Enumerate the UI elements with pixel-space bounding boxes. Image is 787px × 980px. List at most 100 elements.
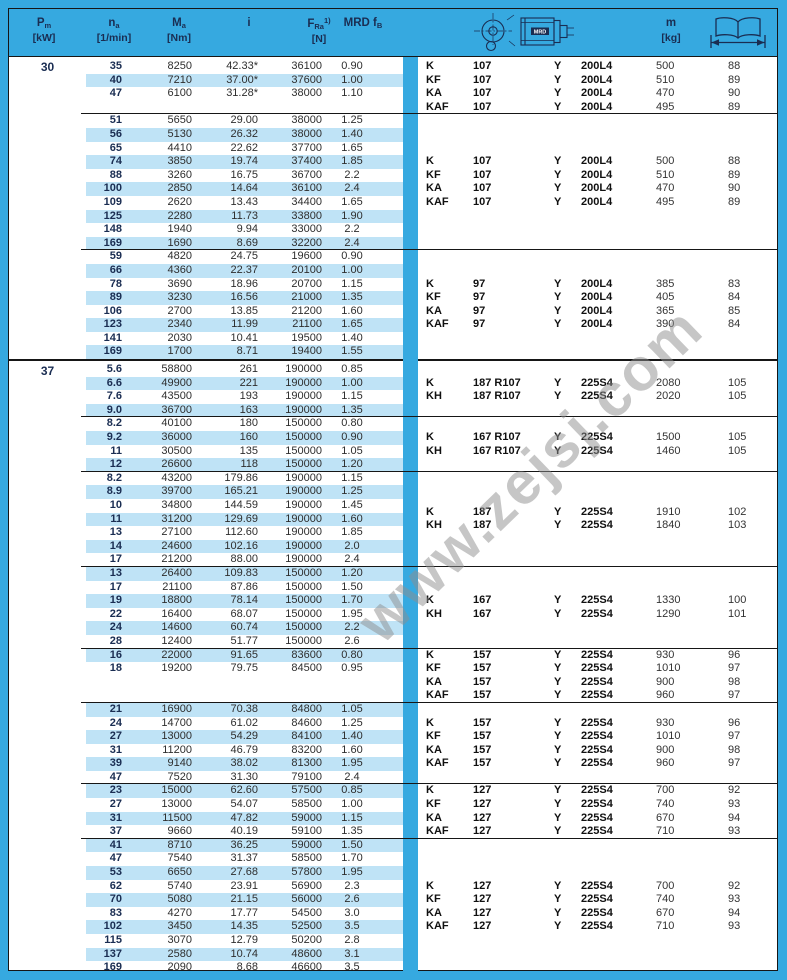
- table-row: 100 2850 14.64 36100 2.4: [86, 182, 403, 196]
- mass-value: 2020: [656, 390, 681, 403]
- gear-size: 127: [473, 811, 492, 824]
- gear-size: 187: [473, 505, 492, 518]
- gear-type: K: [426, 784, 434, 797]
- fra-value: 150000: [285, 458, 322, 471]
- gear-size: 97: [473, 304, 486, 317]
- motor-size: 225S4: [581, 519, 613, 532]
- rows-block: 23 15000 62.60 57500 0.85 27 13000 54.07 58500 1.…: [86, 784, 403, 838]
- fra-value: 150000: [285, 634, 322, 647]
- motor-series: Y: [554, 182, 562, 195]
- fra-value: 21100: [292, 318, 322, 331]
- table-row: 141 2030 10.41 19500 1.40: [86, 332, 403, 346]
- motor-size: 225S4: [581, 716, 613, 729]
- mass-value: 390: [656, 318, 675, 331]
- ratio-value: 23.91: [230, 879, 258, 892]
- mrd-icon-label: MRD: [534, 29, 547, 35]
- ratio-value: 22.62: [230, 141, 258, 154]
- motor-series: Y: [554, 195, 562, 208]
- annotation-line: KF 157 Y 225S4 1010 97: [426, 662, 777, 676]
- gear-type: K: [426, 716, 434, 729]
- table-row: 13 27100 112.60 190000 1.85: [86, 526, 403, 540]
- table-row: 125 2280 11.73 33800 1.90: [86, 209, 403, 224]
- gear-type: K: [426, 277, 434, 290]
- ma-value: 49900: [161, 376, 192, 389]
- na-value: 51: [109, 114, 122, 127]
- motor-size: 225S4: [581, 879, 613, 892]
- ma-value: 4270: [167, 906, 192, 919]
- ratio-value: 36.25: [230, 838, 258, 851]
- mrd-fb-value: 2.4: [344, 553, 360, 566]
- table-row: 17 21200 88.00 190000 2.4: [86, 553, 403, 567]
- table-row: 62 5740 23.91 56900 2.3: [86, 880, 403, 894]
- page-number: 105: [728, 431, 747, 444]
- gear-size: 107: [473, 100, 492, 113]
- mrd-fb-value: 0.80: [341, 417, 363, 430]
- ma-value: 16400: [161, 607, 192, 620]
- ratio-value: 47.82: [230, 811, 258, 824]
- gear-type: KF: [426, 893, 441, 906]
- annotation-line: KF 107 Y 200L4 510 89: [426, 74, 777, 88]
- motor-size: 225S4: [581, 784, 613, 797]
- gear-size: 157: [473, 757, 492, 770]
- fra-value: 190000: [285, 403, 322, 416]
- gear-type: KF: [426, 168, 441, 181]
- mass-value: 500: [656, 60, 675, 72]
- na-value: 17: [109, 580, 122, 593]
- ratio-value: 19.74: [230, 155, 258, 168]
- ma-value: 7520: [167, 770, 192, 783]
- mrd-fb-value: 1.15: [341, 277, 363, 290]
- table-row: 66 4360 22.37 20100 1.00: [86, 263, 403, 278]
- na-value: 24: [109, 621, 122, 634]
- motor-series: Y: [554, 675, 562, 688]
- row-group: 35 8250 42.33* 36100 0.90 40 7210 37.00* 37600 1.…: [9, 60, 777, 115]
- table-row: 21 16900 70.38 84800 1.05: [86, 702, 403, 717]
- motor-size: 225S4: [581, 431, 613, 444]
- row-group: 21 16900 70.38 84800 1.05 24 14700 61.02 84600 1.…: [9, 702, 777, 785]
- na-value: 62: [109, 879, 122, 892]
- na-value: 89: [109, 291, 122, 304]
- table-row: 17 21100 87.86 150000 1.50: [86, 581, 403, 595]
- annotation-line: K 167 Y 225S4 1330 100: [426, 594, 777, 608]
- na-value: 65: [109, 141, 122, 154]
- fra-value: 52500: [291, 920, 322, 933]
- page-number: 105: [728, 390, 747, 403]
- table-row: 169 1690 8.69 32200 2.4: [86, 236, 403, 251]
- gearmotor-annotation: K 107 Y 200L4 500 88 KF 107 Y 200L4 510 89 KA 107 Y 200…: [418, 114, 777, 250]
- mrd-fb-value: 1.55: [341, 345, 363, 358]
- ratio-value: 165.21: [224, 485, 258, 498]
- mass-value: 930: [656, 716, 675, 729]
- ma-value: 2700: [167, 304, 192, 317]
- na-value: 19: [109, 594, 122, 607]
- motor-series: Y: [554, 100, 562, 113]
- gear-type: KAF: [426, 100, 449, 113]
- table-row: 19 18800 78.14 150000 1.70: [86, 594, 403, 608]
- ma-value: 4410: [167, 141, 192, 154]
- mrd-fb-value: 1.25: [341, 716, 363, 729]
- page-number: 105: [728, 376, 747, 389]
- page-number: 103: [728, 519, 747, 532]
- mass-value: 900: [656, 743, 675, 756]
- ratio-value: 31.28*: [226, 87, 258, 100]
- motor-size: 225S4: [581, 376, 613, 389]
- table-row: 148 1940 9.94 33000 2.2: [86, 223, 403, 237]
- table-row: 22 16400 68.07 150000 1.95: [86, 608, 403, 622]
- na-value: 22: [109, 607, 122, 620]
- gear-size: 97: [473, 318, 486, 331]
- mrd-fb-value: 1.65: [341, 141, 363, 154]
- motor-size: 225S4: [581, 906, 613, 919]
- ma-value: 3230: [167, 291, 192, 304]
- gear-type: K: [426, 505, 434, 518]
- table-row: 51 5650 29.00 38000 1.25: [86, 114, 403, 128]
- page-number: 84: [728, 291, 741, 304]
- na-value: 21: [109, 702, 122, 715]
- na-value: 9.0: [106, 403, 122, 416]
- blank-gap: [86, 676, 403, 703]
- fra-value: 150000: [285, 431, 322, 444]
- motor-size: 225S4: [581, 675, 613, 688]
- gear-size: 127: [473, 825, 492, 838]
- rows-block: 5.6 58800 261 190000 0.85 6.6 49900 221 190000 1.…: [86, 363, 403, 418]
- table-row: 14 24600 102.16 190000 2.0: [86, 539, 403, 554]
- gear-size: 127: [473, 920, 492, 933]
- gear-type: KF: [426, 662, 441, 675]
- mrd-fb-value: 0.80: [341, 648, 363, 661]
